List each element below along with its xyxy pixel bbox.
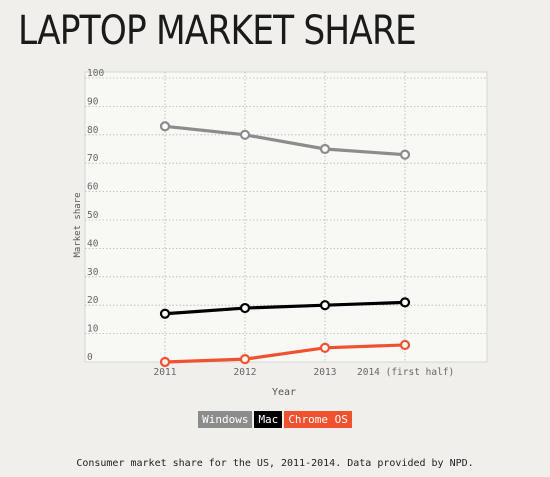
y-tick-label: 90 [87,96,99,107]
data-point-windows[interactable] [159,121,171,132]
y-tick-label: 100 [87,68,104,79]
caption: Consumer market share for the US, 2011-2… [76,458,474,469]
data-point-mac[interactable] [239,302,251,314]
y-tick-label: 10 [87,324,99,335]
y-tick-label: 60 [87,182,99,193]
data-point-chrome-os[interactable] [159,356,171,368]
plot-background [84,71,488,363]
data-point-windows[interactable] [239,129,251,140]
y-tick-label: 20 [87,295,99,306]
legend-item-mac[interactable]: Mac [254,411,283,428]
x-tick-label: 2011 [154,367,177,378]
x-tick-label: 2014 (first half) [357,367,454,378]
legend-item-chrome-os[interactable]: Chrome OS [284,411,352,428]
x-axis-label: Year [272,387,296,398]
data-point-chrome-os[interactable] [239,354,251,365]
chart-title: LAPTOP MARKET SHARE [18,8,417,54]
tick-labels: 0 10 20 30 40 50 60 70 80 90 100 2011 2012 2013 2014 (… [87,68,454,378]
data-point-mac[interactable] [319,300,331,311]
data-point-chrome-os[interactable] [399,339,411,351]
data-point-windows[interactable] [319,143,331,155]
data-point-mac[interactable] [399,297,411,308]
series-line-mac [163,300,407,316]
legend-item-windows[interactable]: Windows [198,411,253,428]
y-tick-label: 50 [87,210,99,221]
series-group [159,121,411,368]
y-tick-label: 30 [87,267,99,278]
series-line-windows [163,124,407,157]
x-tick-label: 2013 [314,367,337,378]
y-tick-label: 0 [87,352,93,363]
y-axis-label: Market share [73,192,83,257]
data-point-mac[interactable] [159,308,171,319]
data-point-chrome-os[interactable] [319,342,331,353]
data-point-windows[interactable] [399,149,411,160]
y-tick-label: 70 [87,153,99,164]
y-tick-label: 40 [87,238,99,249]
y-tick-label: 80 [87,125,99,136]
x-tick-label: 2012 [234,367,257,378]
series-line-chrome-os [163,343,407,364]
legend: Windows Mac Chrome OS [0,411,550,428]
